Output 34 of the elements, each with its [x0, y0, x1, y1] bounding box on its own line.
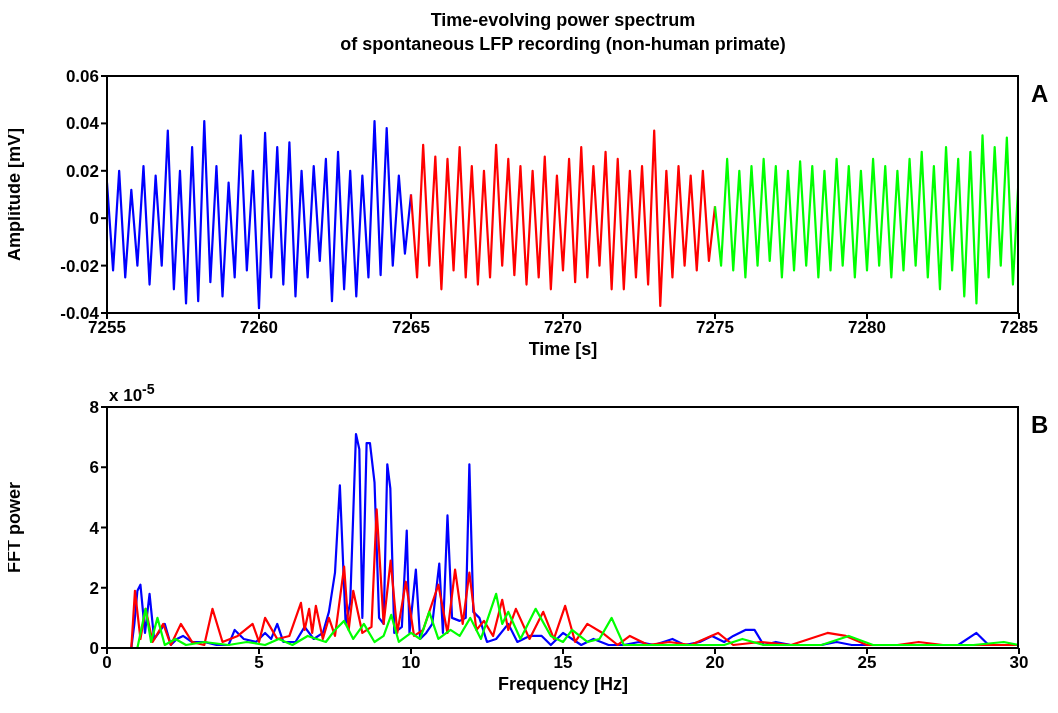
x-tick-label: 7260: [240, 318, 278, 338]
chart-subtitle: of spontaneous LFP recording (non-human primate): [340, 34, 786, 54]
y-tick-label: 0: [89, 209, 99, 229]
y-tick-label: 0.06: [65, 67, 99, 87]
x-tick-label: 7265: [392, 318, 430, 338]
text: B: [1031, 411, 1049, 438]
x-axis-title: Frequency [Hz]: [497, 674, 629, 694]
x-tick-label: 25: [857, 653, 877, 673]
x-tick-label: 30: [1009, 653, 1029, 673]
x-tick-label: 7285: [1000, 318, 1038, 338]
y-tick-label: 4: [89, 518, 100, 538]
text: x 10$^{-5}$: [109, 381, 155, 405]
y-tick-label: 0: [89, 639, 99, 659]
x-axis-title: Time [s]: [528, 339, 598, 359]
x-tick-label: 5: [254, 653, 264, 673]
line-series: [713, 134, 1019, 305]
line-series: [107, 119, 413, 310]
x-tick-label: 15: [553, 653, 573, 673]
x-tick-label: 7280: [848, 318, 886, 338]
x-tick-label: 7270: [544, 318, 582, 338]
x-tick-label: 20: [705, 653, 725, 673]
y-tick-label: 0.02: [65, 161, 99, 181]
x-tick-label: 10: [401, 653, 421, 673]
line-series: [409, 129, 717, 307]
y-tick-label: 2: [89, 578, 99, 598]
chart-title: Time-evolving power spectrum: [430, 10, 696, 30]
y-tick-label: 6: [89, 458, 99, 478]
y-axis-title: FFT power: [4, 482, 25, 573]
y-tick-label: 0.04: [65, 114, 100, 134]
text: A: [1031, 80, 1049, 107]
y-tick-label: -0.02: [60, 256, 99, 276]
x-tick-label: 7275: [696, 318, 734, 338]
y-tick-label: 8: [89, 398, 99, 418]
y-axis-title: Amplitude [mV]: [4, 128, 25, 261]
